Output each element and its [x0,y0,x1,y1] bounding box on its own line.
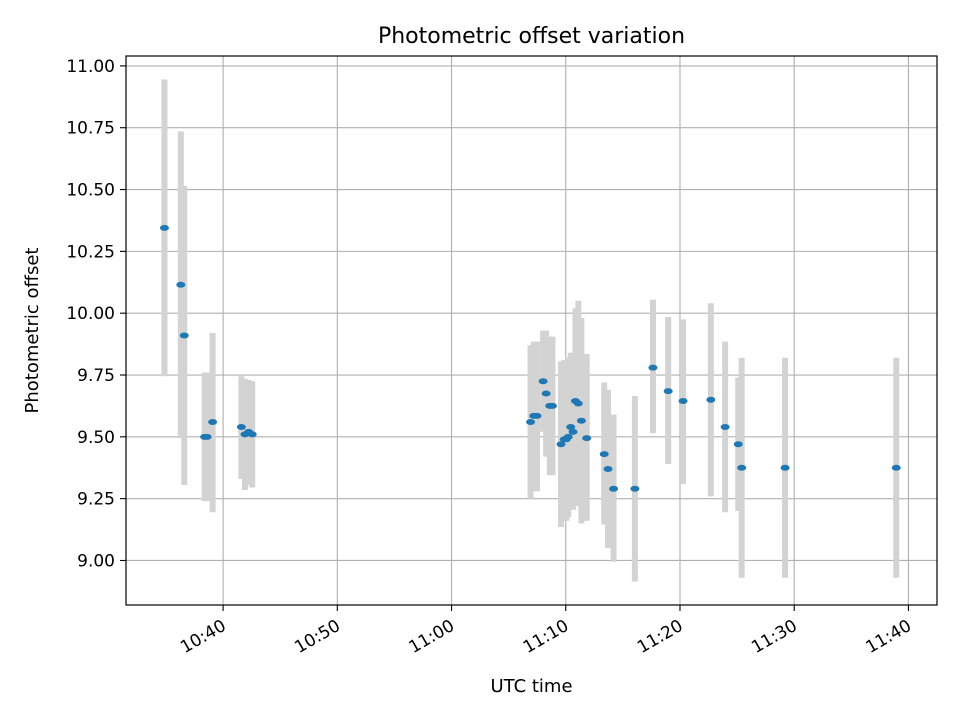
data-point [630,485,640,492]
y-tick-label: 10.00 [66,304,115,324]
y-tick-label: 10.25 [66,242,115,262]
data-point [663,388,673,395]
data-point [720,423,730,430]
data-point [573,400,583,407]
data-point [648,364,658,371]
data-point [706,396,716,403]
data-point [179,332,189,339]
plot-frame [125,55,938,606]
y-tick-label: 9.00 [77,551,115,571]
data-point [609,485,619,492]
y-tick-label: 9.75 [77,366,115,386]
data-point [236,423,246,430]
y-tick-label: 10.50 [66,181,115,201]
data-point [603,465,613,472]
y-tick-label: 11.00 [66,57,115,77]
y-tick-label: 10.75 [66,119,115,139]
y-tick-label: 9.25 [77,490,115,510]
data-point [568,428,578,435]
data-point [556,441,566,448]
data-point [547,402,557,409]
data-points [159,224,901,492]
data-point [599,451,609,458]
data-point [891,464,901,471]
data-point [737,464,747,471]
data-point [733,441,743,448]
data-point [202,433,212,440]
y-tick-label: 9.50 [77,428,115,448]
data-point [582,435,592,442]
data-point [576,417,586,424]
data-point [208,419,218,425]
chart-title: Photometric offset variation [378,24,685,49]
x-axis-label: UTC time [490,676,572,697]
data-point [780,464,790,471]
data-point [566,423,576,430]
data-point [526,419,536,425]
data-point [176,281,186,288]
data-point [563,433,573,440]
data-point [159,224,169,231]
y-axis-ticks: 9.00 9.25 9.50 9.75 10.00 10.25 10.50 10.75 11.0… [66,57,126,571]
data-point [532,412,542,419]
data-point [541,390,551,397]
data-point [538,378,548,385]
data-point [678,397,688,404]
data-point [247,431,257,438]
y-axis-label: Photometric offset [22,248,43,414]
